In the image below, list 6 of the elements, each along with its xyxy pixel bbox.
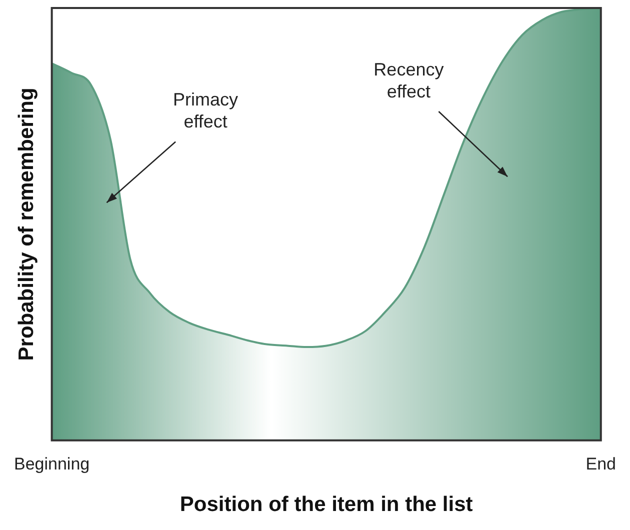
x-tick-label: Beginning [14,454,90,474]
annotation: Recency effect [374,59,444,102]
x-axis-title: Position of the item in the list [180,493,473,516]
x-tick-label: End [586,454,616,474]
y-axis-title: Probability of remembering [15,88,38,361]
annotation: Primacy effect [173,90,238,132]
